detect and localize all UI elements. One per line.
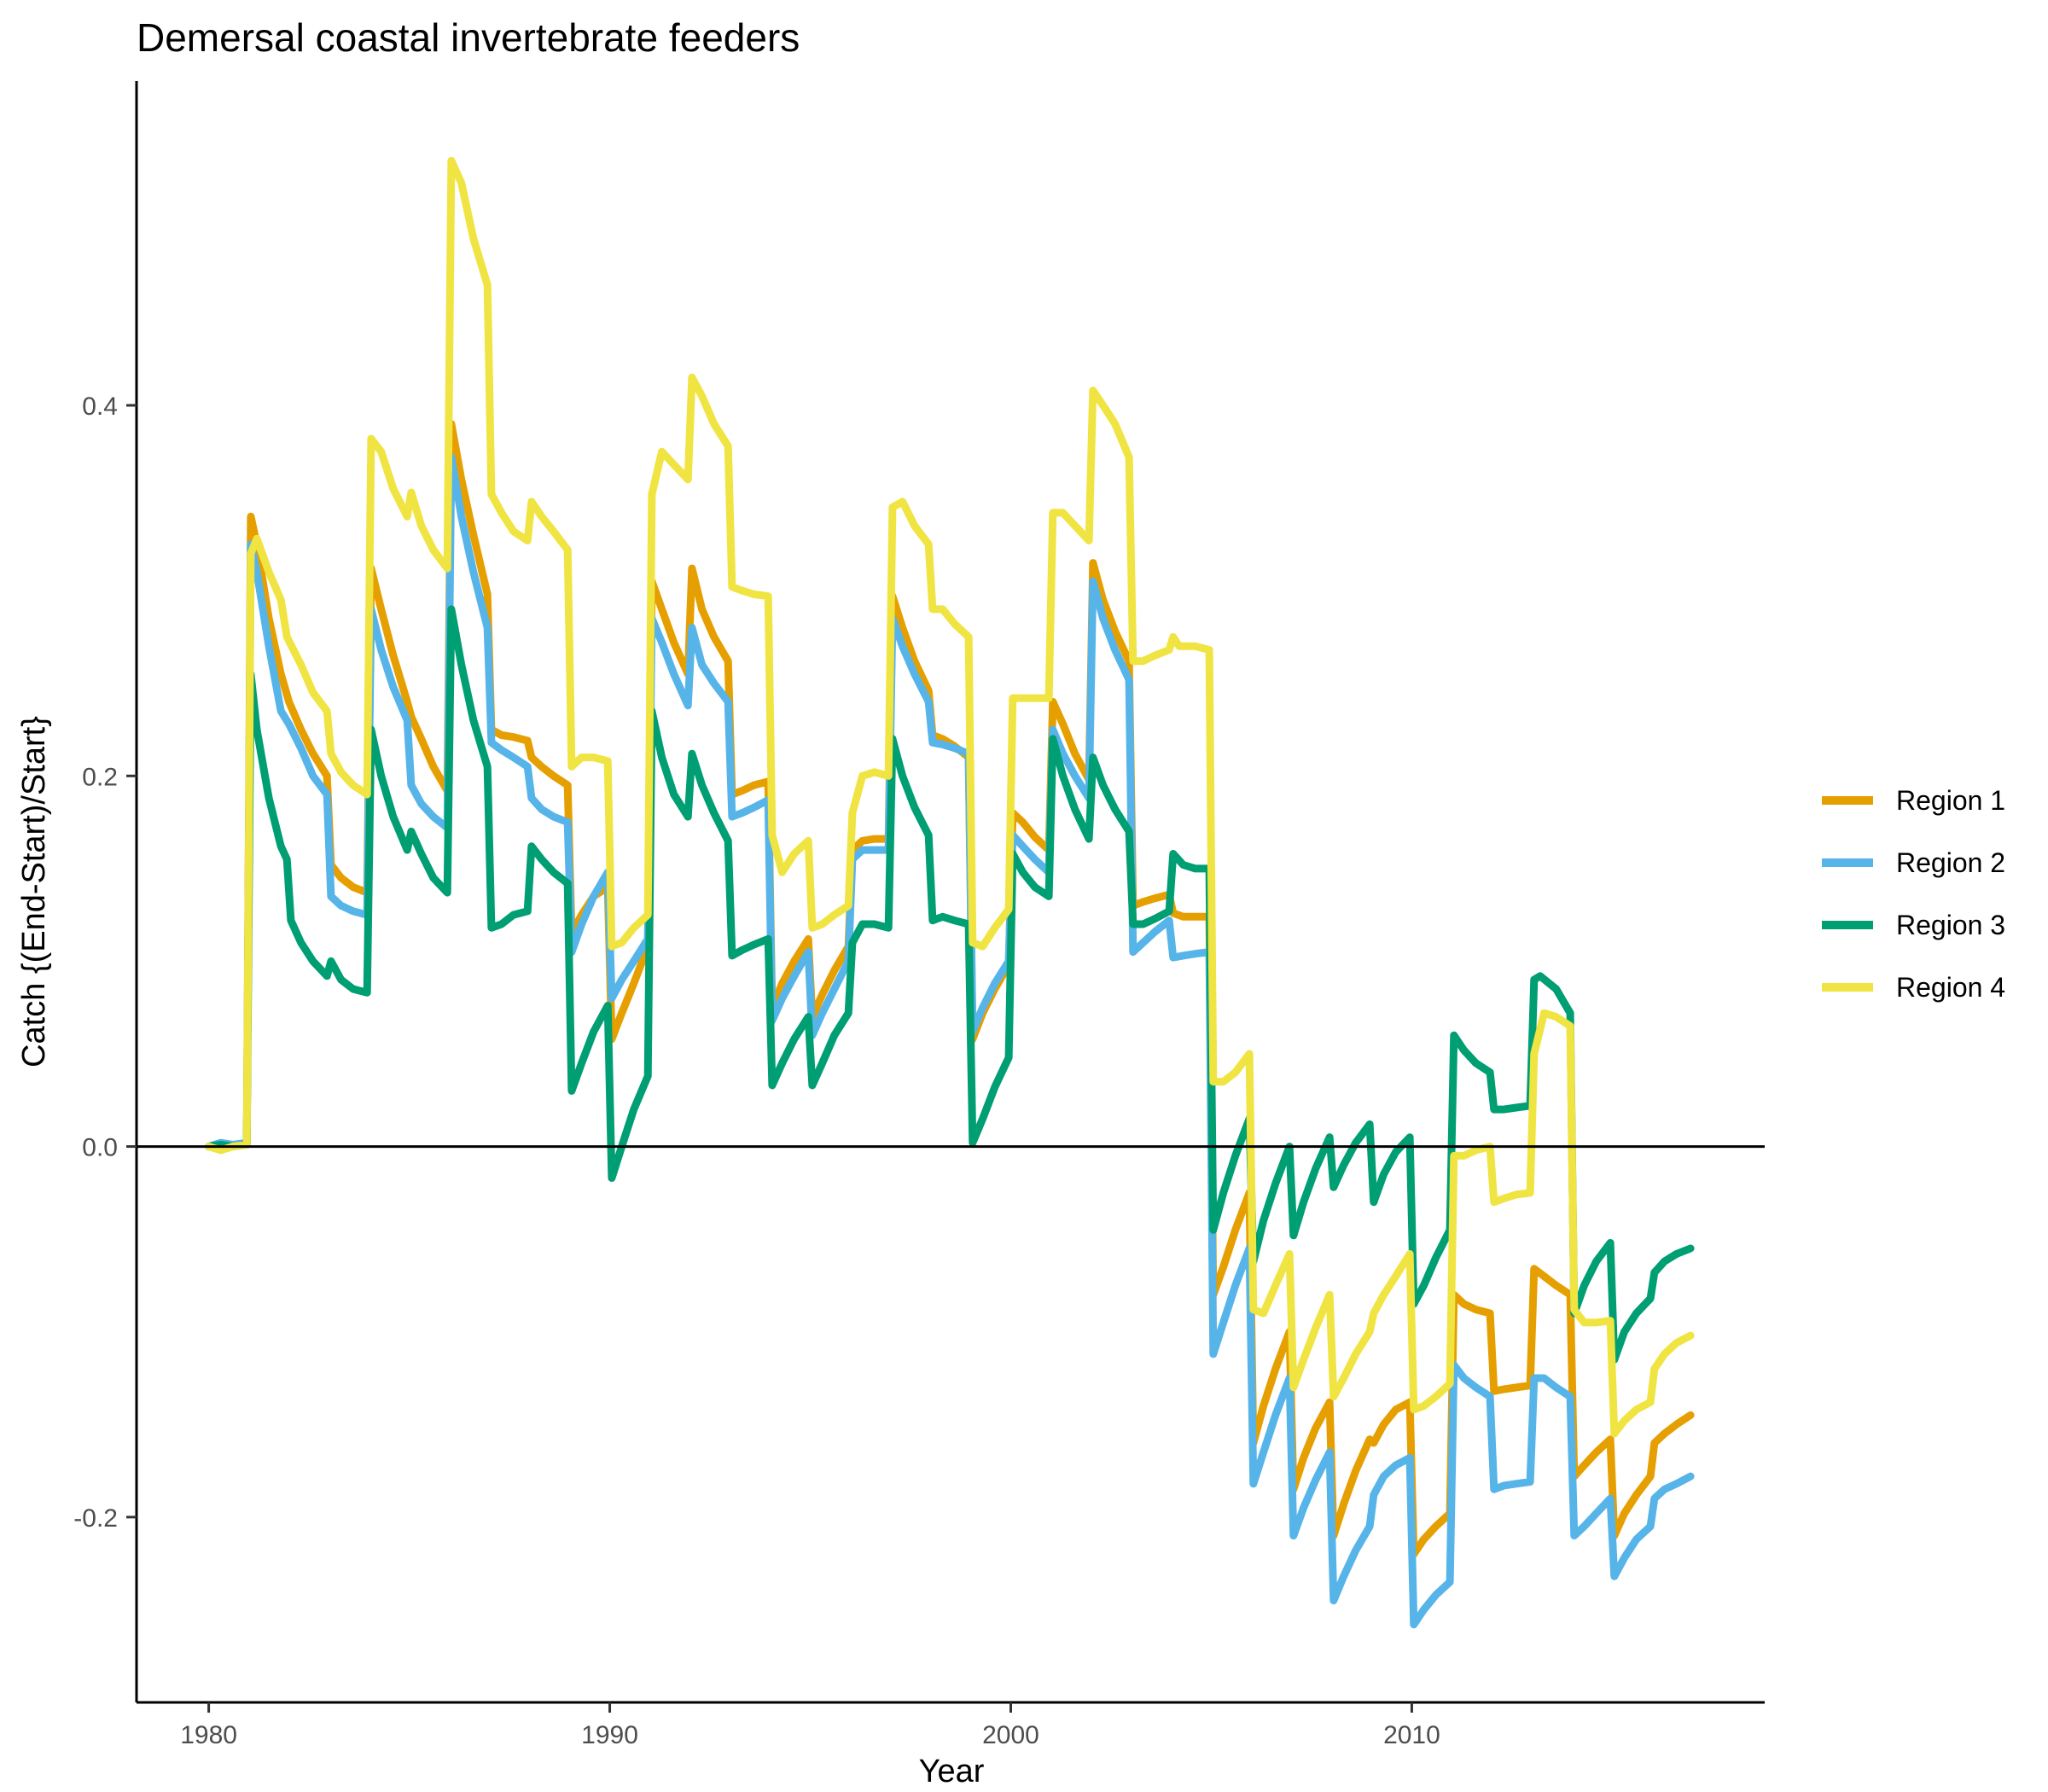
series-line-region-2 [205,453,1695,1629]
chart-title: Demersal coastal invertebrate feeders [137,15,800,60]
x-tick-label: 2000 [982,1721,1039,1749]
x-axis-label: Year [919,1754,985,1789]
y-tick-label: 0.0 [82,1134,118,1162]
x-axis-ticks: 1980 1990 2000 2010 [180,1702,1440,1749]
legend: Region 1 Region 2 Region 3 Region 4 [1822,785,2005,1003]
y-tick-label: -0.2 [73,1504,118,1533]
x-tick-label: 1990 [581,1721,638,1749]
legend-label-region-1: Region 1 [1896,785,2005,816]
x-tick-label: 1980 [180,1721,237,1749]
series-line-region-4 [205,156,1695,1438]
series-layer [205,156,1695,1629]
series-line-region-3 [205,605,1695,1364]
legend-label-region-3: Region 3 [1896,910,2005,940]
y-axis-ticks: -0.2 0.0 0.2 0.4 [73,393,137,1533]
legend-label-region-4: Region 4 [1896,972,2005,1003]
y-tick-label: 0.2 [82,763,118,791]
legend-label-region-2: Region 2 [1896,847,2005,878]
y-tick-label: 0.4 [82,393,118,421]
x-tick-label: 2010 [1383,1721,1440,1749]
y-axis-label: Catch {(End-Start)/Start} [16,716,52,1068]
